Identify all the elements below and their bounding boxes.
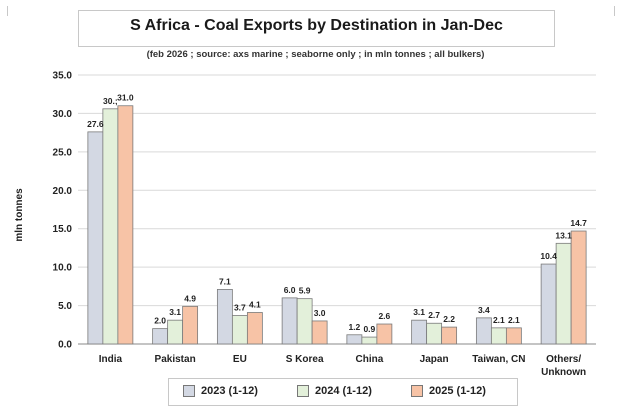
x-tick-label: S Korea (286, 354, 324, 365)
bar (231, 315, 248, 345)
data-labels: 27.6 2.0 7.1 6.0 1.2 3.1 3.4 10.4 30.; 3.1 3.7 5.9 0… (87, 93, 587, 334)
bar (426, 322, 443, 345)
bar (152, 328, 169, 345)
legend-swatch (411, 385, 423, 397)
bar (246, 312, 263, 345)
y-axis-label: mln tonnes (14, 188, 25, 242)
data-label: 13.1 (555, 230, 572, 240)
data-label: 7.1 (219, 276, 231, 286)
y-tick-label: 0.0 (58, 340, 72, 351)
bar (311, 320, 328, 345)
x-tick-labels: India Pakistan EU S Korea China Japan Taiwan, … (99, 354, 586, 378)
data-label: 4.1 (249, 299, 261, 309)
bar (296, 298, 313, 345)
bar (167, 319, 184, 345)
bar (361, 336, 378, 345)
legend-label: 2023 (1-12) (201, 385, 258, 397)
bar (411, 319, 428, 345)
x-tick-label: Taiwan, CN (472, 354, 525, 365)
bar (490, 327, 507, 345)
y-tick-label: 15.0 (53, 224, 73, 235)
data-label: 3.1 (413, 307, 425, 317)
data-label: 5.9 (299, 286, 311, 296)
bar (182, 305, 199, 345)
legend-item-2025: 2025 (1-12) (411, 385, 486, 397)
legend: 2023 (1-12) 2024 (1-12) 2025 (1-12) (168, 378, 518, 406)
grid-layer (78, 74, 596, 345)
data-label: 6.0 (284, 285, 296, 295)
x-tick-label: Japan (420, 354, 449, 365)
y-tick-label: 30.0 (53, 109, 73, 120)
y-tick-labels: 0.0 5.0 10.0 15.0 20.0 25.0 30.0 35.0 (53, 71, 73, 351)
data-label: 3.7 (234, 303, 246, 313)
bar (376, 323, 393, 345)
bar (505, 327, 522, 345)
data-label: 31.0 (117, 93, 134, 103)
bar (475, 317, 492, 345)
data-label: 2.0 (154, 316, 166, 326)
data-label: 2.1 (493, 315, 505, 325)
bar (346, 334, 363, 345)
bar (441, 326, 458, 345)
bar (117, 105, 134, 345)
x-tick-label: Others/ (546, 354, 581, 365)
chart-subtitle: (feb 2026 ; source: axs marine ; seaborn… (146, 49, 485, 60)
bars (87, 105, 587, 345)
bar (570, 230, 587, 345)
x-tick-label: India (99, 354, 123, 365)
bar (281, 297, 298, 345)
data-label: 4.9 (184, 293, 196, 303)
data-label: 2.2 (443, 314, 455, 324)
y-tick-label: 20.0 (53, 186, 73, 197)
data-label: 10.4 (540, 251, 557, 261)
legend-swatch (297, 385, 309, 397)
title-box: S Africa - Coal Exports by Destination i… (78, 10, 555, 47)
bar (540, 263, 557, 345)
bar (87, 131, 104, 345)
y-tick-label: 35.0 (53, 71, 73, 82)
legend-label: 2025 (1-12) (429, 385, 486, 397)
legend-swatch (183, 385, 195, 397)
legend-label: 2024 (1-12) (315, 385, 372, 397)
x-tick-label: China (355, 354, 383, 365)
data-label: 2.1 (508, 315, 520, 325)
legend-item-2024: 2024 (1-12) (297, 385, 372, 397)
data-label: 1.2 (348, 322, 360, 332)
bar (102, 108, 119, 345)
data-label: 3.4 (478, 305, 490, 315)
y-tick-label: 10.0 (53, 263, 73, 274)
bar (216, 289, 233, 345)
data-label: 14.7 (570, 218, 587, 228)
legend-item-2023: 2023 (1-12) (183, 385, 258, 397)
data-label: 30.; (103, 96, 118, 106)
data-label: 3.0 (314, 308, 326, 318)
x-tick-label: EU (233, 354, 247, 365)
y-tick-label: 5.0 (58, 301, 72, 312)
x-tick-label: Pakistan (155, 354, 196, 365)
x-tick-label: Unknown (541, 367, 586, 378)
bar (555, 242, 572, 345)
data-label: 3.1 (169, 307, 181, 317)
chart-title: S Africa - Coal Exports by Destination i… (130, 17, 503, 34)
data-label: 2.7 (428, 310, 440, 320)
y-tick-label: 25.0 (53, 147, 73, 158)
data-label: 27.6 (87, 119, 104, 129)
data-label: 2.6 (378, 311, 390, 321)
data-label: 0.9 (363, 324, 375, 334)
